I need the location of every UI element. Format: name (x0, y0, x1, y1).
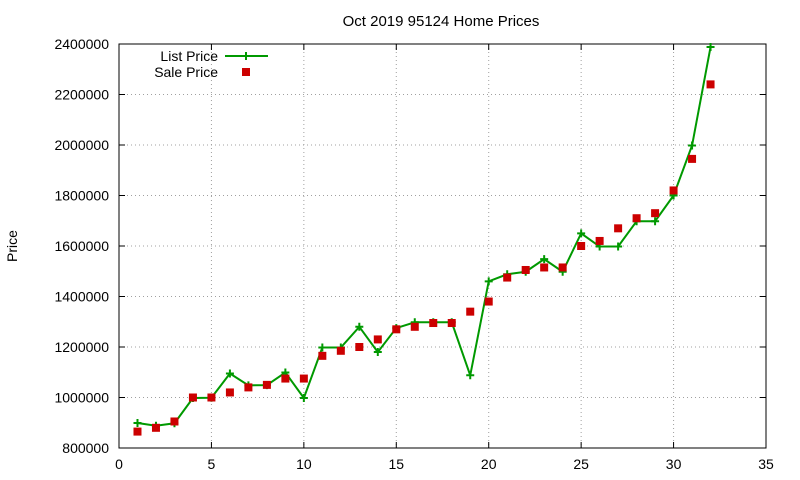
axis-ticks (118, 43, 767, 449)
sale-price-point (281, 374, 290, 383)
sale-price-point (318, 351, 327, 360)
list-price-point (484, 277, 493, 286)
sale-price-point (447, 319, 456, 328)
sale-price-point (540, 263, 549, 272)
sale-price-point (614, 224, 623, 233)
sale-price-point (558, 263, 567, 272)
list-price-line (137, 46, 712, 427)
sale-price-point (188, 393, 197, 402)
list-price-point (133, 419, 142, 428)
y-tick-label: 1400000 (54, 289, 109, 305)
list-price-point (225, 369, 234, 378)
list-price-point (466, 371, 475, 380)
sale-price-point (466, 307, 475, 316)
sale-price-point (151, 423, 160, 432)
list-price-point (355, 322, 364, 331)
legend-square-marker (242, 68, 250, 76)
list-price-series (133, 43, 715, 430)
sale-price-point (392, 325, 401, 334)
x-tick-label: 0 (115, 456, 123, 472)
list-price-point (540, 255, 549, 264)
list-price-point (688, 141, 697, 150)
sale-price-point (410, 322, 419, 331)
y-axis-label: Price (4, 230, 20, 262)
list-price-point (318, 343, 327, 352)
sale-price-point (207, 393, 216, 402)
list-price-point (651, 217, 660, 226)
sale-price-point (336, 346, 345, 355)
sale-price-point (651, 209, 660, 218)
y-tick-label: 2400000 (54, 36, 109, 52)
y-tick-label: 2200000 (54, 87, 109, 103)
sale-price-point (373, 335, 382, 344)
y-tick-label: 1600000 (54, 238, 109, 254)
sale-price-point (133, 427, 142, 436)
chart-title: Oct 2019 95124 Home Prices (343, 13, 540, 30)
sale-price-point (484, 297, 493, 306)
x-tick-label: 30 (666, 456, 682, 472)
sale-price-point (688, 154, 697, 163)
x-tick-label: 5 (208, 456, 216, 472)
x-tick-label: 20 (481, 456, 497, 472)
y-tick-label: 1200000 (54, 339, 109, 355)
grid-lines (119, 44, 766, 448)
sale-price-point (521, 265, 530, 274)
sale-price-point (355, 343, 364, 351)
x-tick-label: 35 (758, 456, 774, 472)
x-tick-label: 25 (573, 456, 589, 472)
sale-price-point (706, 80, 715, 89)
sale-price-point (262, 380, 271, 389)
sale-price-series (133, 80, 715, 436)
sale-price-point (299, 374, 308, 383)
y-tick-label: 1000000 (54, 390, 109, 406)
sale-price-point (429, 319, 438, 328)
list-price-point (706, 43, 715, 52)
y-tick-label: 1800000 (54, 188, 109, 204)
sale-price-point (503, 273, 512, 282)
legend-label: List Price (160, 48, 218, 64)
legend-plus-marker (242, 52, 250, 60)
sale-price-point (225, 388, 234, 397)
sale-price-point (170, 417, 179, 426)
sale-price-point (669, 186, 678, 195)
y-tick-label: 800000 (62, 440, 109, 456)
x-tick-label: 10 (296, 456, 312, 472)
list-price-point (299, 394, 308, 403)
tick-labels: 0 5 10 15 20 25 30 35 800000 1000000 1200000 140000… (54, 36, 774, 472)
sale-price-point (577, 242, 586, 250)
sale-price-point (632, 214, 641, 223)
list-price-point (614, 242, 623, 251)
x-tick-label: 15 (388, 456, 404, 472)
y-tick-label: 2000000 (54, 137, 109, 153)
list-price-point (577, 229, 586, 238)
sale-price-point (595, 236, 604, 245)
data-series (133, 43, 715, 436)
legend-label: Sale Price (154, 64, 218, 80)
plot-frame (118, 43, 767, 449)
sale-price-point (244, 383, 253, 392)
list-price-point (373, 348, 382, 357)
